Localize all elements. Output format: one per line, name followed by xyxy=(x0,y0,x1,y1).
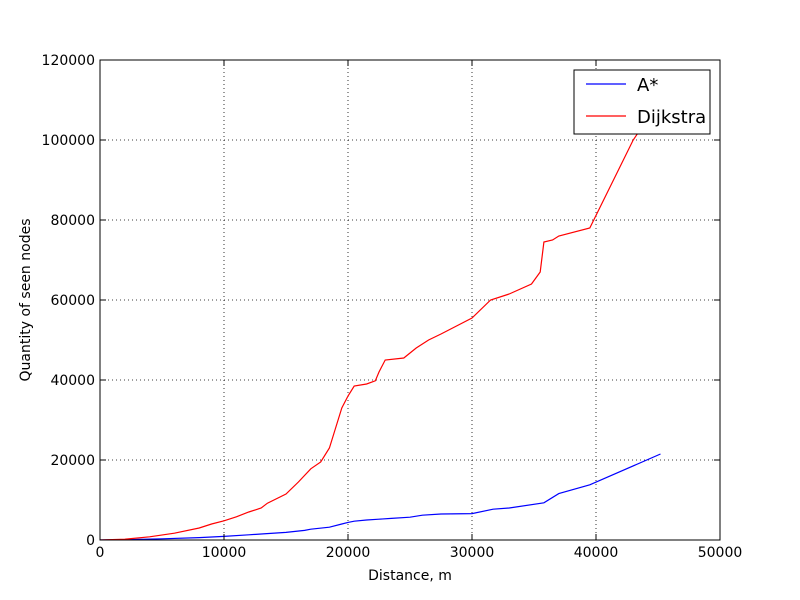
x-tick-label: 0 xyxy=(96,545,105,561)
x-tick-label: 40000 xyxy=(574,545,619,561)
y-tick-label: 40000 xyxy=(50,373,95,389)
y-axis-label: Quantity of seen nodes xyxy=(18,219,34,382)
legend-box xyxy=(573,69,711,135)
x-tick-label: 50000 xyxy=(698,545,743,561)
y-tick-label: 120000 xyxy=(42,53,95,69)
x-axis-label: Distance, m xyxy=(368,568,452,584)
tick-labels: 0 10000 20000 30000 40000 50000 0 20000 40000 600… xyxy=(42,53,743,561)
x-tick-label: 20000 xyxy=(326,545,371,561)
x-tick-label: 10000 xyxy=(202,545,247,561)
y-tick-label: 60000 xyxy=(50,293,95,309)
y-tick-label: 100000 xyxy=(42,133,95,149)
legend-label: A* xyxy=(637,75,658,96)
series-line-dijkstra xyxy=(100,99,661,540)
y-tick-label: 80000 xyxy=(50,213,95,229)
series-line-a-star xyxy=(100,453,661,540)
y-tick-label: 20000 xyxy=(50,453,95,469)
x-tick-label: 30000 xyxy=(450,545,495,561)
y-tick-label: 0 xyxy=(86,533,95,549)
legend: A* Dijkstra xyxy=(573,69,711,135)
series-lines xyxy=(100,99,661,540)
axis-ticks xyxy=(99,59,721,541)
legend-label: Dijkstra xyxy=(637,107,706,128)
grid-lines xyxy=(100,60,720,540)
